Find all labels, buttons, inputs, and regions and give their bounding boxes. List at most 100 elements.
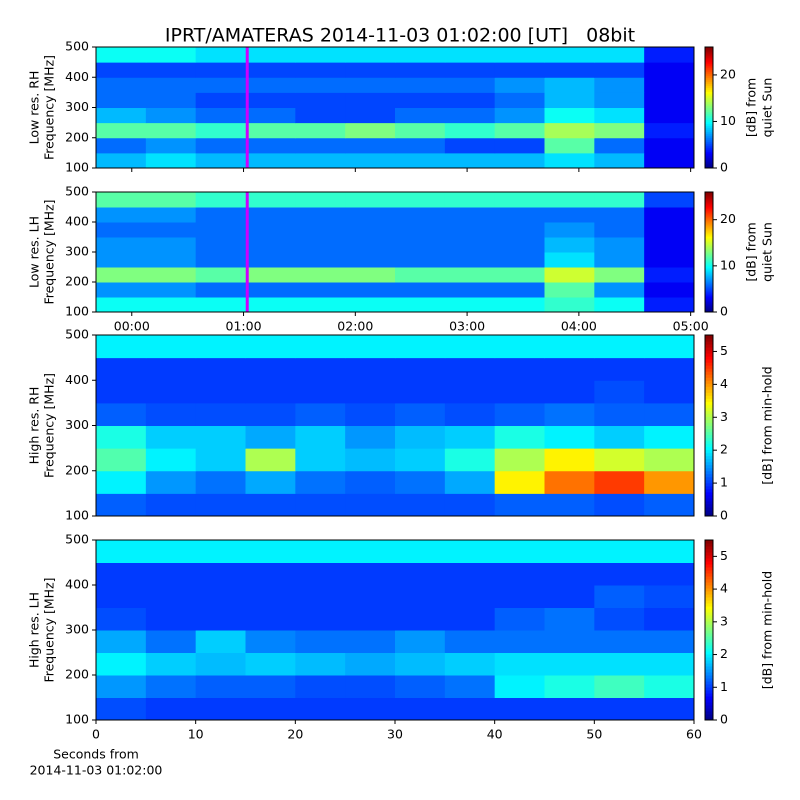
heat-cell (96, 585, 147, 608)
colorbar-step (705, 353, 713, 357)
heat-cell (544, 152, 595, 169)
colorbar-step (705, 558, 713, 562)
heat-cell (544, 47, 595, 63)
colorbar-step (705, 298, 713, 301)
heat-cell (594, 697, 645, 721)
colorbar-step (705, 452, 713, 457)
heat-cell (494, 425, 545, 449)
heat-cell (544, 630, 595, 653)
heat-cell (96, 675, 147, 698)
colorbar-step (705, 59, 713, 62)
heat-cell (644, 207, 695, 223)
x-tick-label: 05:00 (673, 319, 709, 334)
colorbar-step (705, 419, 713, 423)
heat-cell (444, 607, 496, 631)
colorbar-step (705, 491, 713, 496)
heat-cell (295, 92, 346, 108)
heat-cell (96, 357, 147, 381)
colorbar-tick-label: 5 (720, 343, 728, 358)
heat-cell (544, 697, 595, 721)
colorbar-step (705, 113, 713, 117)
y-tick-label: 500 (65, 327, 89, 342)
heat-cell (295, 192, 346, 208)
heat-cell (295, 675, 346, 698)
colorbar-step (705, 555, 713, 559)
heat-cell (295, 282, 346, 298)
y-tick-label: 300 (65, 244, 89, 259)
heat-cell (245, 282, 296, 298)
colorbar-step (705, 242, 713, 245)
colorbar-step (705, 133, 713, 137)
heat-cell (444, 380, 496, 404)
colorbar-step (705, 310, 713, 313)
y-tick-label: 500 (65, 184, 89, 199)
colorbar-step (705, 135, 713, 139)
colorbar-step (705, 194, 713, 197)
y-tick-label: 200 (65, 667, 89, 682)
colorbar-step (705, 198, 713, 201)
colorbar-step (705, 702, 713, 706)
colorbar-step (705, 95, 713, 98)
heat-cell (96, 282, 147, 298)
heat-cell (245, 77, 296, 93)
heat-cell (245, 267, 296, 283)
heat-cell (345, 222, 396, 238)
y-tick-label: 400 (65, 69, 89, 84)
heat-cell (444, 297, 496, 313)
heat-cell (395, 222, 446, 238)
heat-cell (295, 697, 346, 721)
colorbar-label: [dB] from min-hold (760, 571, 775, 689)
heat-cell (295, 402, 346, 426)
colorbar-step (705, 210, 713, 213)
colorbar-step (705, 129, 713, 133)
heat-cell (96, 425, 147, 449)
colorbar-step (705, 576, 713, 580)
heat-cell (544, 222, 595, 238)
y-tick-label: 100 (65, 712, 89, 727)
y-tick-label: 100 (65, 304, 89, 319)
colorbar-step (705, 290, 713, 293)
heat-cell (544, 297, 595, 313)
heat-cell (544, 77, 595, 93)
heat-cell (295, 77, 346, 93)
colorbar-label: [dB] from min-hold (760, 366, 775, 484)
heat-cell (594, 222, 645, 238)
heat-cell (494, 237, 545, 253)
heat-cell (594, 207, 645, 223)
colorbar-step (705, 395, 713, 399)
heat-cell (295, 107, 346, 124)
heat-cell (395, 585, 446, 608)
colorbar-step (705, 687, 713, 691)
colorbar-step (705, 234, 713, 237)
colorbar-step (705, 67, 713, 70)
colorbar-frame (704, 191, 714, 313)
heat-cell (644, 282, 695, 298)
colorbar-step (705, 226, 713, 229)
colorbar-step (705, 153, 713, 157)
colorbar-step (705, 473, 713, 478)
heat-cell (444, 237, 496, 253)
heat-cell (594, 47, 645, 63)
heat-cell (96, 122, 147, 139)
colorbar-step (705, 73, 713, 76)
heat-cell (395, 697, 446, 721)
colorbar-step (705, 413, 713, 417)
colorbar-frame (704, 334, 714, 517)
colorbar-step (705, 669, 713, 673)
figure-title: IPRT/AMATERAS 2014-11-03 01:02:00 [UT] 0… (165, 25, 635, 47)
heat-cell (594, 357, 645, 381)
heat-cell (195, 425, 246, 449)
heat-cell (295, 297, 346, 313)
colorbar-step (705, 300, 713, 303)
heat-cell (395, 335, 446, 359)
heat-cell (345, 540, 396, 563)
heat-cell (494, 222, 545, 238)
y-tick-label: 200 (65, 462, 89, 477)
heat-cell (245, 335, 296, 359)
heat-cell (594, 237, 645, 253)
heat-cell (644, 448, 695, 472)
heat-cell (395, 107, 446, 124)
heat-cell (345, 267, 396, 283)
heat-cell (644, 652, 695, 676)
